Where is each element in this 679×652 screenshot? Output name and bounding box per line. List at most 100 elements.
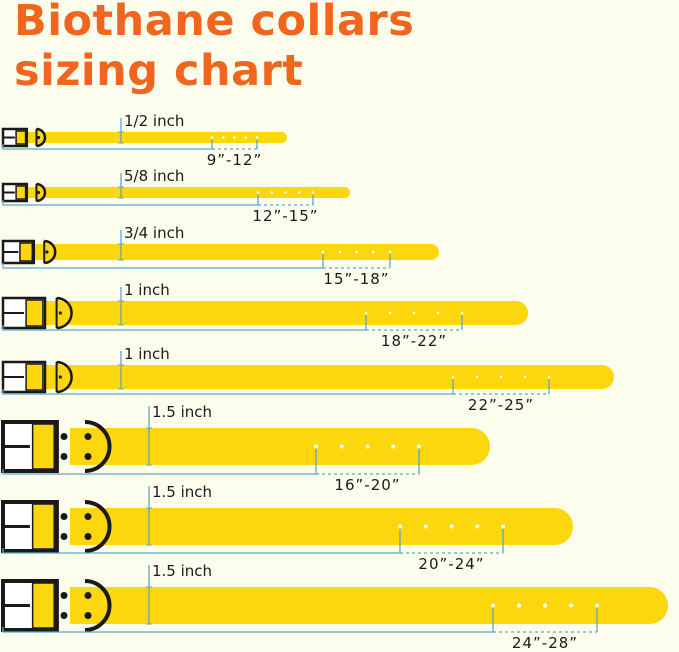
strap-hole bbox=[491, 603, 495, 608]
buckle-keeper bbox=[31, 423, 55, 470]
strap-hole bbox=[517, 603, 521, 608]
rivet bbox=[60, 612, 68, 619]
length-bracket bbox=[2, 315, 367, 331]
length-bracket bbox=[2, 254, 324, 269]
strap-hole bbox=[297, 191, 301, 194]
collar-strap-base bbox=[15, 132, 55, 143]
collar-strap bbox=[15, 132, 287, 143]
size-label: 18”-22” bbox=[381, 332, 447, 350]
strap-hole bbox=[365, 444, 370, 449]
collar-strap bbox=[15, 187, 350, 198]
d-ring-rivet bbox=[36, 135, 41, 140]
collar-strap bbox=[15, 365, 614, 389]
length-bracket bbox=[2, 448, 317, 475]
strap-hole bbox=[547, 375, 551, 379]
strap-hole bbox=[221, 136, 225, 139]
d-ring-icon bbox=[84, 500, 112, 553]
rivet bbox=[84, 612, 92, 619]
rivet bbox=[60, 592, 68, 599]
rivet bbox=[84, 592, 92, 599]
d-ring-icon bbox=[36, 182, 47, 203]
strap-hole bbox=[244, 136, 248, 139]
strap-hole bbox=[569, 603, 573, 608]
strap-hole bbox=[338, 250, 342, 254]
rivet bbox=[84, 513, 92, 520]
length-bracket bbox=[2, 528, 401, 554]
width-label: 5/8 inch bbox=[124, 167, 184, 185]
strap-hole bbox=[398, 524, 402, 529]
collar-8: 1.5 inch 24”-28” bbox=[1, 562, 668, 652]
buckle-keeper bbox=[25, 363, 44, 391]
size-label: 15”-18” bbox=[323, 270, 389, 288]
chart-title: Biothane collars sizing chart bbox=[14, 0, 414, 96]
strap-hole bbox=[475, 524, 480, 529]
collar-strap bbox=[15, 301, 528, 325]
strap-hole bbox=[523, 375, 527, 379]
length-bracket bbox=[2, 379, 454, 395]
title-line-1: Biothane collars bbox=[14, 0, 415, 46]
d-ring-icon bbox=[84, 420, 112, 473]
strap-hole bbox=[284, 191, 287, 194]
strap-hole bbox=[270, 191, 274, 194]
strap-hole bbox=[255, 136, 259, 139]
length-bracket bbox=[2, 194, 259, 206]
strap-hole bbox=[391, 444, 396, 449]
strap-hole bbox=[417, 444, 421, 449]
strap-hole bbox=[595, 603, 599, 608]
strap-hole bbox=[388, 311, 392, 315]
strap-hole bbox=[460, 311, 464, 315]
buckle-keeper bbox=[15, 185, 27, 200]
size-label: 24”-28” bbox=[512, 634, 578, 652]
strap-hole bbox=[371, 250, 375, 254]
strap-hole bbox=[311, 191, 315, 194]
collar-3: 3/4 inch 15”-18” bbox=[1, 224, 439, 288]
rivet bbox=[84, 533, 92, 540]
d-ring-rivet bbox=[45, 250, 49, 254]
strap-hole bbox=[451, 375, 455, 379]
buckle-keeper bbox=[19, 242, 34, 262]
collar-1: 1/2 inch 9”-12” bbox=[1, 112, 287, 169]
rivet bbox=[60, 513, 68, 520]
width-label: 1.5 inch bbox=[152, 562, 212, 580]
buckle-keeper bbox=[15, 130, 27, 145]
collar-4: 1 inch 18”-22” bbox=[1, 281, 528, 350]
strap-hole bbox=[501, 524, 505, 529]
d-ring-rivet bbox=[36, 190, 41, 195]
buckle-keeper bbox=[31, 503, 55, 550]
strap-hole bbox=[499, 375, 503, 379]
size-label: 16”-20” bbox=[334, 476, 400, 494]
width-label: 1.5 inch bbox=[152, 483, 212, 501]
strap-hole bbox=[388, 250, 392, 254]
d-ring-icon bbox=[44, 239, 57, 265]
strap-hole bbox=[423, 524, 428, 529]
strap-hole bbox=[475, 375, 479, 379]
collar-strap bbox=[70, 508, 573, 545]
rivet bbox=[60, 433, 68, 440]
d-ring-rivet bbox=[58, 311, 62, 315]
rivet bbox=[84, 433, 92, 440]
strap-hole bbox=[449, 524, 454, 529]
collar-strap-base bbox=[15, 187, 55, 198]
collar-2: 5/8 inch 12”-15” bbox=[1, 167, 350, 225]
strap-hole bbox=[355, 250, 358, 254]
width-label: 3/4 inch bbox=[124, 224, 184, 242]
strap-hole bbox=[256, 191, 260, 194]
size-label: 22”-25” bbox=[468, 396, 534, 414]
d-ring-icon bbox=[84, 579, 112, 632]
buckle-keeper bbox=[25, 299, 44, 327]
width-label: 1 inch bbox=[124, 345, 170, 363]
collar-5: 1 inch 22”-25” bbox=[1, 345, 614, 414]
strap-hole bbox=[339, 444, 344, 449]
strap-hole bbox=[314, 444, 318, 449]
d-ring-icon bbox=[56, 360, 73, 394]
buckle-keeper bbox=[31, 582, 55, 629]
strap-hole bbox=[412, 311, 416, 315]
title-line-2: sizing chart bbox=[14, 46, 304, 96]
size-label: 12”-15” bbox=[252, 207, 318, 225]
collar-strap bbox=[70, 587, 668, 624]
strap-hole bbox=[436, 311, 440, 315]
strap-hole bbox=[321, 250, 325, 254]
strap-hole bbox=[364, 311, 368, 315]
rivet bbox=[60, 453, 68, 460]
